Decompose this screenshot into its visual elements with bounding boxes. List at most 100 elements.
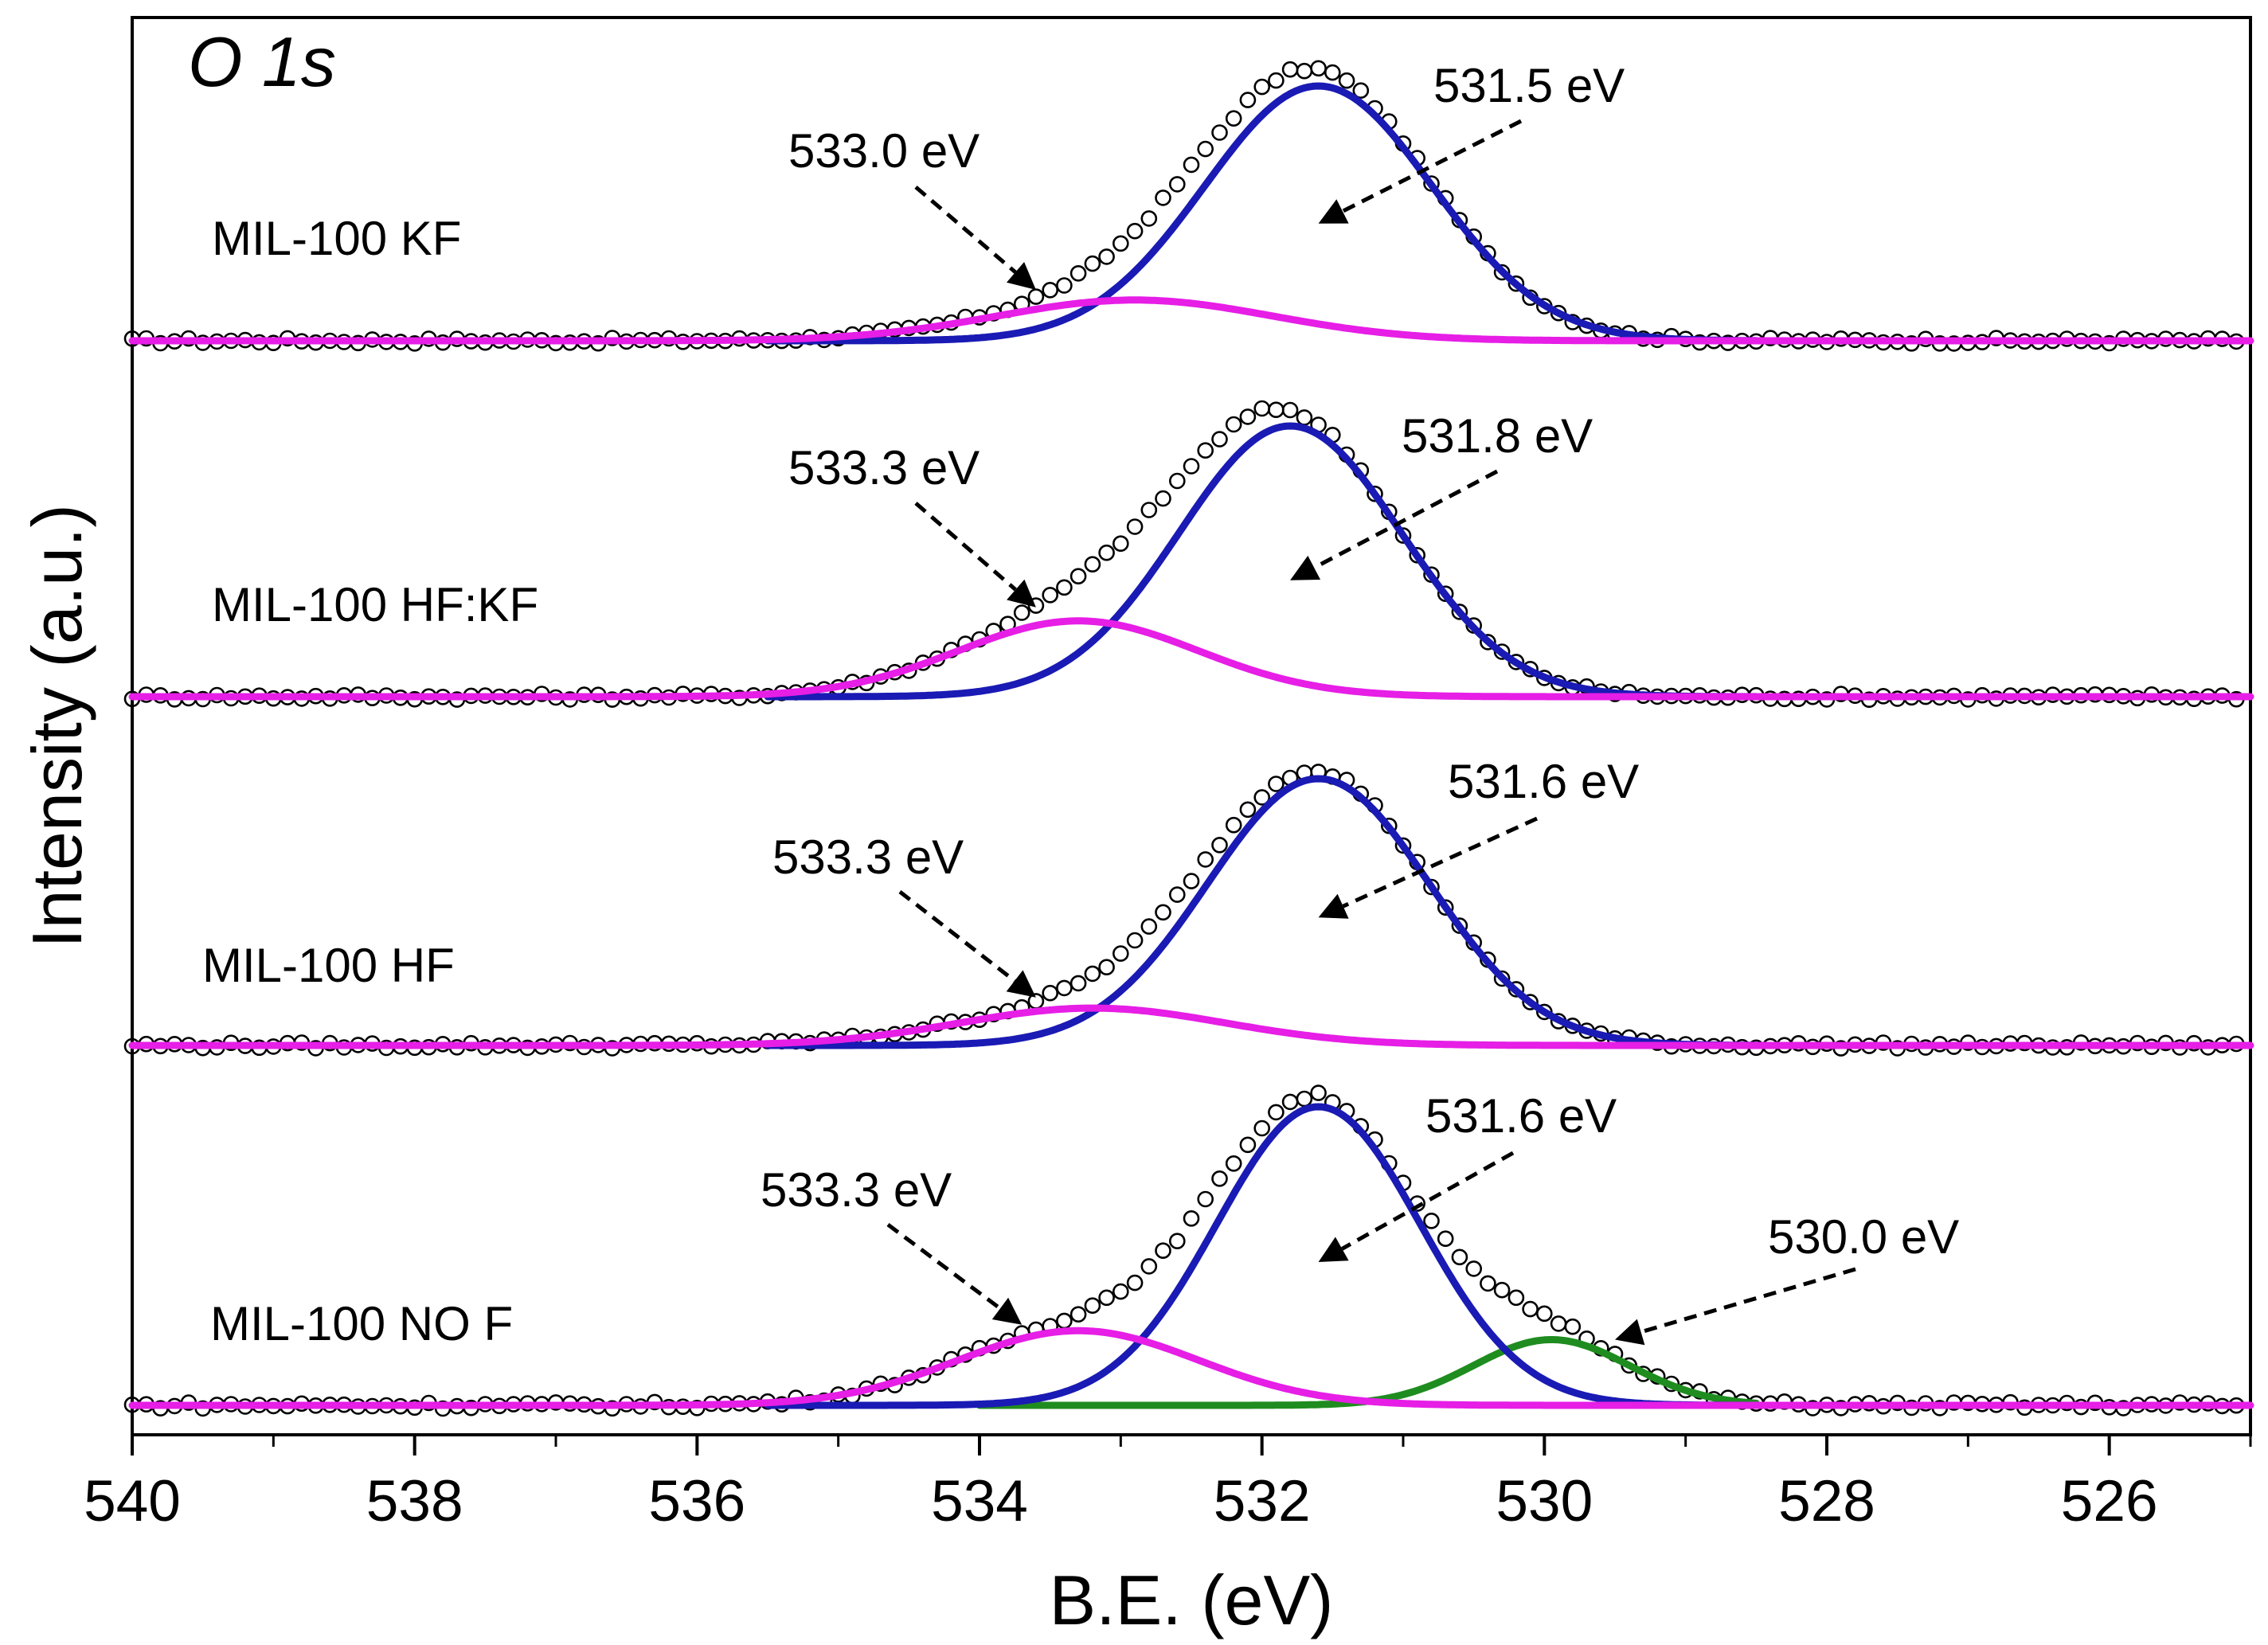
data-point xyxy=(1098,248,1115,265)
annotation-arrow-line xyxy=(1341,119,1523,213)
data-point xyxy=(1126,932,1144,949)
data-point xyxy=(1253,78,1270,96)
annotation-arrow-line xyxy=(886,1222,1002,1311)
data-point xyxy=(1155,1242,1171,1259)
data-point xyxy=(1126,1274,1144,1291)
peak-annotation-label: 533.3 eV xyxy=(761,1163,952,1217)
data-point xyxy=(1296,1090,1313,1108)
data-point xyxy=(1253,789,1270,806)
annotation-arrow-line xyxy=(1341,1151,1515,1251)
data-point xyxy=(1536,1003,1553,1021)
data-point xyxy=(1056,1312,1073,1330)
panel-4: MIL-100 NO F 531.6 eV 533.3 eV 530.0 eV xyxy=(123,1084,2254,1417)
high-be-component-curve xyxy=(128,1327,2254,1409)
data-point xyxy=(1296,62,1313,80)
data-point xyxy=(1451,604,1468,620)
data-point xyxy=(1211,431,1228,447)
data-point xyxy=(1197,442,1214,459)
data-point xyxy=(1550,1315,1567,1332)
data-point xyxy=(1197,851,1214,868)
data-point xyxy=(1564,1318,1582,1335)
peak-annotation-label: 533.0 eV xyxy=(788,124,980,178)
x-tick-label: 538 xyxy=(366,1469,463,1534)
x-tick-label: 532 xyxy=(1214,1469,1311,1534)
data-point xyxy=(1211,124,1228,141)
data-point xyxy=(1437,1230,1454,1247)
data-point xyxy=(1056,979,1073,997)
annotation-arrow-head xyxy=(1318,1237,1349,1262)
data-point xyxy=(1536,1305,1553,1323)
data-point xyxy=(1084,965,1101,983)
data-point xyxy=(1239,801,1257,819)
x-tick-label: 528 xyxy=(1778,1469,1875,1534)
data-point xyxy=(1211,837,1228,854)
data-point xyxy=(1493,264,1511,281)
data-point xyxy=(1056,277,1073,294)
x-tick-label: 530 xyxy=(1496,1469,1593,1534)
x-tick-label: 536 xyxy=(648,1469,745,1534)
data-point xyxy=(1310,60,1327,77)
data-point xyxy=(1480,634,1496,651)
peak-annotation-label: 533.3 eV xyxy=(772,830,964,884)
data-point xyxy=(1225,416,1242,433)
data-point xyxy=(1367,485,1383,502)
annotation-arrow-head xyxy=(1318,199,1349,224)
data-point xyxy=(1112,945,1129,962)
sample-label: MIL-100 HF xyxy=(202,939,455,992)
peak-annotation-label: 531.6 eV xyxy=(1425,1089,1617,1143)
data-point xyxy=(1352,82,1370,99)
data-point xyxy=(1239,1136,1257,1154)
data-point xyxy=(1480,1275,1496,1292)
data-point xyxy=(1225,1155,1242,1172)
data-point xyxy=(1394,837,1412,854)
data-point xyxy=(1310,1084,1327,1101)
data-point xyxy=(1042,586,1058,604)
high-be-component-curve xyxy=(128,617,2254,701)
panel-1: MIL-100 KF 531.5 eV 533.0 eV xyxy=(123,59,2254,352)
data-point xyxy=(1253,400,1270,417)
plot-border xyxy=(131,16,2252,1436)
annotation-arrow-line xyxy=(914,502,1017,592)
data-point xyxy=(1042,984,1058,1002)
data-point xyxy=(1423,878,1440,896)
spectrum-title: O 1s xyxy=(188,22,336,101)
data-point xyxy=(1239,408,1257,425)
data-point xyxy=(1211,1170,1228,1187)
data-point xyxy=(1069,568,1087,585)
data-point xyxy=(1155,190,1171,206)
data-point xyxy=(1126,222,1144,240)
annotation-arrow-line xyxy=(1313,469,1499,570)
data-point xyxy=(1155,490,1171,507)
data-point xyxy=(1522,1300,1539,1318)
main-component-curve xyxy=(764,422,1760,701)
data-point xyxy=(1465,1260,1482,1277)
data-point xyxy=(1268,72,1285,89)
data-point xyxy=(1183,873,1200,889)
sample-label: MIL-100 NO F xyxy=(210,1297,513,1350)
data-point xyxy=(1281,61,1299,78)
sample-label: MIL-100 HF:KF xyxy=(212,578,538,631)
peak-annotation-label: 531.5 eV xyxy=(1433,59,1625,112)
annotation-arrow-line xyxy=(1342,816,1539,908)
data-point xyxy=(1493,970,1511,987)
data-point xyxy=(1140,918,1158,935)
data-point xyxy=(1140,210,1158,227)
x-tick-label: 534 xyxy=(931,1469,1028,1534)
data-point xyxy=(1253,1119,1270,1137)
data-point xyxy=(1098,544,1115,561)
data-point xyxy=(1084,1297,1101,1314)
peak-annotation-label: 533.3 eV xyxy=(788,441,980,494)
annotation-arrow-head xyxy=(1290,555,1321,580)
data-point xyxy=(1338,72,1355,89)
data-point xyxy=(1225,816,1242,834)
data-point xyxy=(1140,502,1158,518)
data-point xyxy=(1324,64,1341,81)
panel-2: MIL-100 HF:KF 531.8 eV 533.3 eV xyxy=(123,400,2254,709)
data-point xyxy=(1268,1104,1285,1121)
data-point xyxy=(1394,527,1412,544)
main-component-curve xyxy=(764,1103,1760,1409)
data-point xyxy=(1112,235,1129,252)
data-point xyxy=(1268,401,1285,419)
annotation-arrow-head xyxy=(991,1297,1023,1325)
x-axis: 540 538 536 534 532 530 528 526 xyxy=(84,1435,2252,1534)
